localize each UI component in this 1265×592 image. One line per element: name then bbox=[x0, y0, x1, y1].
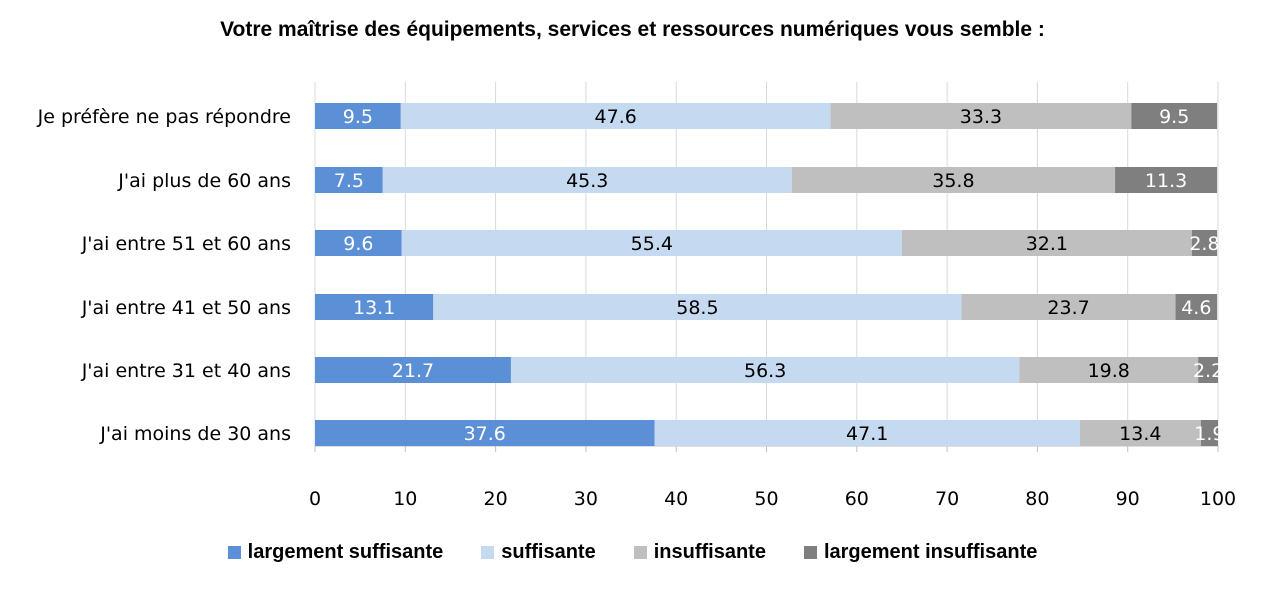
legend-item: largement suffisante bbox=[227, 541, 444, 564]
category-label: J'ai plus de 60 ans bbox=[117, 170, 291, 192]
category-label: J'ai entre 41 et 50 ans bbox=[81, 297, 291, 319]
legend-swatch bbox=[633, 546, 647, 559]
bar-segment bbox=[1019, 357, 1199, 383]
legend-swatch bbox=[803, 546, 817, 559]
x-tick-label: 40 bbox=[664, 488, 688, 510]
data-label: 35.8 bbox=[932, 170, 974, 192]
bar-segment bbox=[1198, 357, 1218, 383]
data-label: 19.8 bbox=[1088, 360, 1130, 382]
bar-segment bbox=[1079, 420, 1201, 446]
bar-segment bbox=[1131, 103, 1218, 129]
bar-segment bbox=[401, 230, 902, 256]
legend-label: largement suffisante bbox=[247, 541, 444, 563]
legend-item: insuffisante bbox=[633, 541, 766, 564]
category-label: Je préfère ne pas répondre bbox=[37, 106, 291, 128]
data-label: 2.2 bbox=[1193, 360, 1223, 382]
bar-segment bbox=[901, 230, 1192, 256]
bar-segment bbox=[1191, 230, 1218, 256]
x-tick-label: 60 bbox=[845, 488, 869, 510]
data-label: 47.6 bbox=[595, 106, 637, 128]
bar-segment bbox=[1200, 420, 1218, 446]
bar-segment bbox=[315, 420, 655, 446]
x-tick-label: 30 bbox=[574, 488, 598, 510]
data-label: 13.1 bbox=[353, 297, 395, 319]
data-label: 23.7 bbox=[1047, 297, 1089, 319]
x-tick-label: 90 bbox=[1116, 488, 1140, 510]
data-label: 13.4 bbox=[1119, 423, 1161, 445]
data-label: 9.6 bbox=[343, 233, 373, 255]
x-tick-label: 10 bbox=[393, 488, 417, 510]
bar-segment bbox=[830, 103, 1132, 129]
x-tick-label: 20 bbox=[484, 488, 508, 510]
data-label: 11.3 bbox=[1145, 170, 1187, 192]
x-tick-label: 100 bbox=[1200, 488, 1236, 510]
bar-segment bbox=[961, 294, 1176, 320]
bar-segment bbox=[1115, 167, 1218, 193]
legend-item: suffisante bbox=[481, 541, 596, 564]
chart-title: Votre maîtrise des équipements, services… bbox=[220, 18, 1045, 41]
category-label: J'ai moins de 30 ans bbox=[99, 423, 291, 445]
data-label: 58.5 bbox=[676, 297, 718, 319]
category-label: J'ai entre 31 et 40 ans bbox=[81, 360, 291, 382]
bar-segment bbox=[315, 103, 401, 129]
legend-label: suffisante bbox=[501, 541, 596, 563]
bar-segment bbox=[791, 167, 1116, 193]
data-label: 47.1 bbox=[846, 423, 888, 445]
x-tick-label: 70 bbox=[935, 488, 959, 510]
data-label: 56.3 bbox=[744, 360, 786, 382]
data-label: 45.3 bbox=[566, 170, 608, 192]
legend-label: insuffisante bbox=[653, 541, 766, 563]
bar-segment bbox=[315, 167, 383, 193]
bar-segment bbox=[400, 103, 831, 129]
data-label: 21.7 bbox=[392, 360, 434, 382]
x-tick-label: 50 bbox=[754, 488, 778, 510]
bar-segment bbox=[654, 420, 1080, 446]
bar-segment bbox=[1175, 294, 1218, 320]
bar-segment bbox=[315, 357, 511, 383]
legend-label: largement insuffisante bbox=[823, 541, 1038, 563]
legend: largement suffisante suffisante insuffisan… bbox=[0, 541, 1265, 564]
bar-segment bbox=[510, 357, 1020, 383]
category-label: J'ai entre 51 et 60 ans bbox=[81, 233, 291, 255]
data-label: 32.1 bbox=[1026, 233, 1068, 255]
bar-segment bbox=[433, 294, 962, 320]
data-label: 9.5 bbox=[343, 106, 373, 128]
legend-swatch bbox=[481, 546, 495, 559]
x-tick-label: 0 bbox=[309, 488, 321, 510]
bar-segment bbox=[382, 167, 792, 193]
data-label: 55.4 bbox=[631, 233, 673, 255]
data-label: 1.9 bbox=[1194, 423, 1224, 445]
data-label: 2.8 bbox=[1189, 233, 1219, 255]
data-label: 9.5 bbox=[1159, 106, 1189, 128]
data-label: 4.6 bbox=[1181, 297, 1211, 319]
legend-swatch bbox=[227, 546, 241, 559]
legend-item: largement insuffisante bbox=[803, 541, 1038, 564]
data-label: 33.3 bbox=[960, 106, 1002, 128]
data-label: 7.5 bbox=[334, 170, 364, 192]
bar-segment bbox=[315, 230, 402, 256]
data-label: 37.6 bbox=[464, 423, 506, 445]
x-tick-label: 80 bbox=[1025, 488, 1049, 510]
bar-segment bbox=[315, 294, 434, 320]
